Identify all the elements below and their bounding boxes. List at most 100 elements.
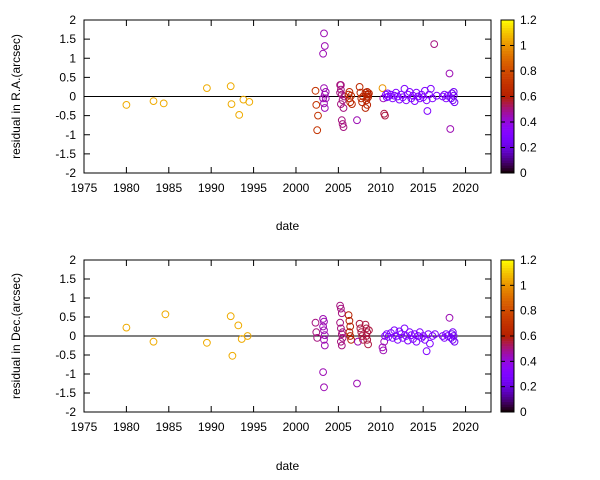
- data-point: [122, 323, 131, 332]
- x-tick-label: 1975: [71, 181, 98, 195]
- colorbar-segment: [501, 127, 514, 130]
- colorbar-segment: [501, 396, 514, 400]
- colorbar-segment: [501, 371, 514, 375]
- data-point: [450, 337, 459, 346]
- y-tick-label: 0.5: [59, 70, 76, 84]
- data-point: [448, 335, 457, 344]
- colorbar-segment: [501, 63, 514, 67]
- data-point: [227, 100, 236, 108]
- colorbar-tick-label: 0.2: [520, 380, 537, 394]
- data-point: [426, 84, 435, 93]
- colorbar-segment: [501, 25, 514, 28]
- data-point: [381, 332, 389, 340]
- data-point: [346, 332, 355, 340]
- x-tick-label: 2000: [283, 420, 310, 434]
- data-point: [149, 337, 158, 346]
- x-tick-label: 2010: [367, 181, 394, 195]
- data-point: [362, 324, 371, 333]
- colorbar-segment: [501, 272, 514, 276]
- data-point: [448, 96, 457, 105]
- colorbar-tick-label: 0.6: [520, 90, 537, 104]
- colorbar-segment: [501, 68, 514, 72]
- data-point: [353, 379, 361, 388]
- colorbar-segment: [501, 139, 514, 143]
- colorbar-segment: [501, 170, 514, 174]
- colorbar-segment: [501, 325, 514, 329]
- colorbar-segment: [501, 55, 514, 59]
- colorbar-segment: [501, 328, 514, 332]
- colorbar-segment: [501, 132, 514, 136]
- colorbar-segment: [501, 298, 514, 301]
- colorbar-segment: [501, 351, 514, 355]
- y-tick-label: -0.5: [55, 348, 76, 362]
- data-point: [319, 49, 328, 58]
- colorbar-segment: [501, 53, 514, 56]
- colorbar-tick-label: 0.6: [520, 329, 537, 343]
- colorbar-segment: [501, 37, 514, 41]
- y-tick-label: 1: [69, 51, 76, 65]
- data-point: [450, 98, 459, 107]
- colorbar-segment: [501, 116, 514, 120]
- data-point: [440, 90, 449, 99]
- x-tick-label: 1985: [155, 420, 182, 434]
- data-point: [337, 100, 345, 108]
- data-point: [384, 332, 393, 341]
- colorbar-segment: [501, 106, 514, 110]
- data-point: [448, 328, 457, 337]
- data-point: [364, 340, 373, 349]
- colorbar-segment: [501, 356, 514, 360]
- data-point: [344, 311, 353, 320]
- data-point: [338, 120, 347, 128]
- colorbar-segment: [501, 376, 514, 380]
- colorbar-segment: [501, 292, 514, 296]
- colorbar-segment: [501, 104, 514, 107]
- colorbar-segment: [501, 35, 514, 39]
- data-point: [363, 88, 372, 96]
- colorbar-segment: [501, 363, 514, 367]
- colorbar-segment: [501, 404, 514, 408]
- x-tick-label: 2015: [410, 420, 437, 434]
- data-point: [449, 332, 458, 340]
- x-tick-label: 1995: [240, 181, 267, 195]
- colorbar-segment: [501, 88, 514, 92]
- colorbar-segment: [501, 406, 514, 410]
- colorbar-segment: [501, 260, 514, 263]
- colorbar-tick-label: 0.4: [520, 115, 537, 129]
- colorbar-tick-label: 0.8: [520, 64, 537, 78]
- colorbar-segment: [501, 389, 514, 393]
- colorbar-segment: [501, 282, 514, 286]
- data-point: [419, 332, 428, 340]
- data-point: [314, 111, 322, 120]
- data-point: [449, 88, 458, 96]
- data-point: [381, 111, 389, 120]
- y-tick-label: 2: [69, 13, 76, 27]
- colorbar-segment: [501, 333, 514, 337]
- colorbar: 0 0.2 0.4 0.6 0.8 1 1.2: [500, 13, 537, 180]
- colorbar-segment: [501, 60, 514, 64]
- data-point: [355, 319, 364, 328]
- colorbar-tick-label: 0.8: [520, 304, 537, 318]
- data-point: [320, 99, 328, 108]
- data-point: [390, 326, 399, 335]
- colorbar-segment: [501, 313, 514, 317]
- data-point: [313, 126, 322, 135]
- colorbar-segment: [501, 109, 514, 113]
- data-point: [149, 97, 158, 105]
- colorbar-segment: [501, 277, 514, 281]
- data-point: [358, 332, 367, 340]
- colorbar-segment: [501, 267, 514, 271]
- x-tick-label: 2020: [452, 420, 479, 434]
- data-point: [122, 101, 131, 109]
- y-axis-label: residual in Dec.(arcsec): [9, 273, 23, 399]
- y-tick-label: 1.5: [59, 32, 76, 46]
- colorbar-segment: [501, 300, 514, 304]
- data-point: [345, 316, 354, 325]
- data-point: [421, 335, 429, 344]
- colorbar-segment: [501, 348, 514, 352]
- colorbar-segment: [501, 323, 514, 327]
- data-point: [237, 335, 246, 343]
- colorbar-segment: [501, 124, 514, 128]
- x-tick-label: 2005: [325, 181, 352, 195]
- colorbar-segment: [501, 81, 514, 85]
- data-point: [320, 383, 328, 392]
